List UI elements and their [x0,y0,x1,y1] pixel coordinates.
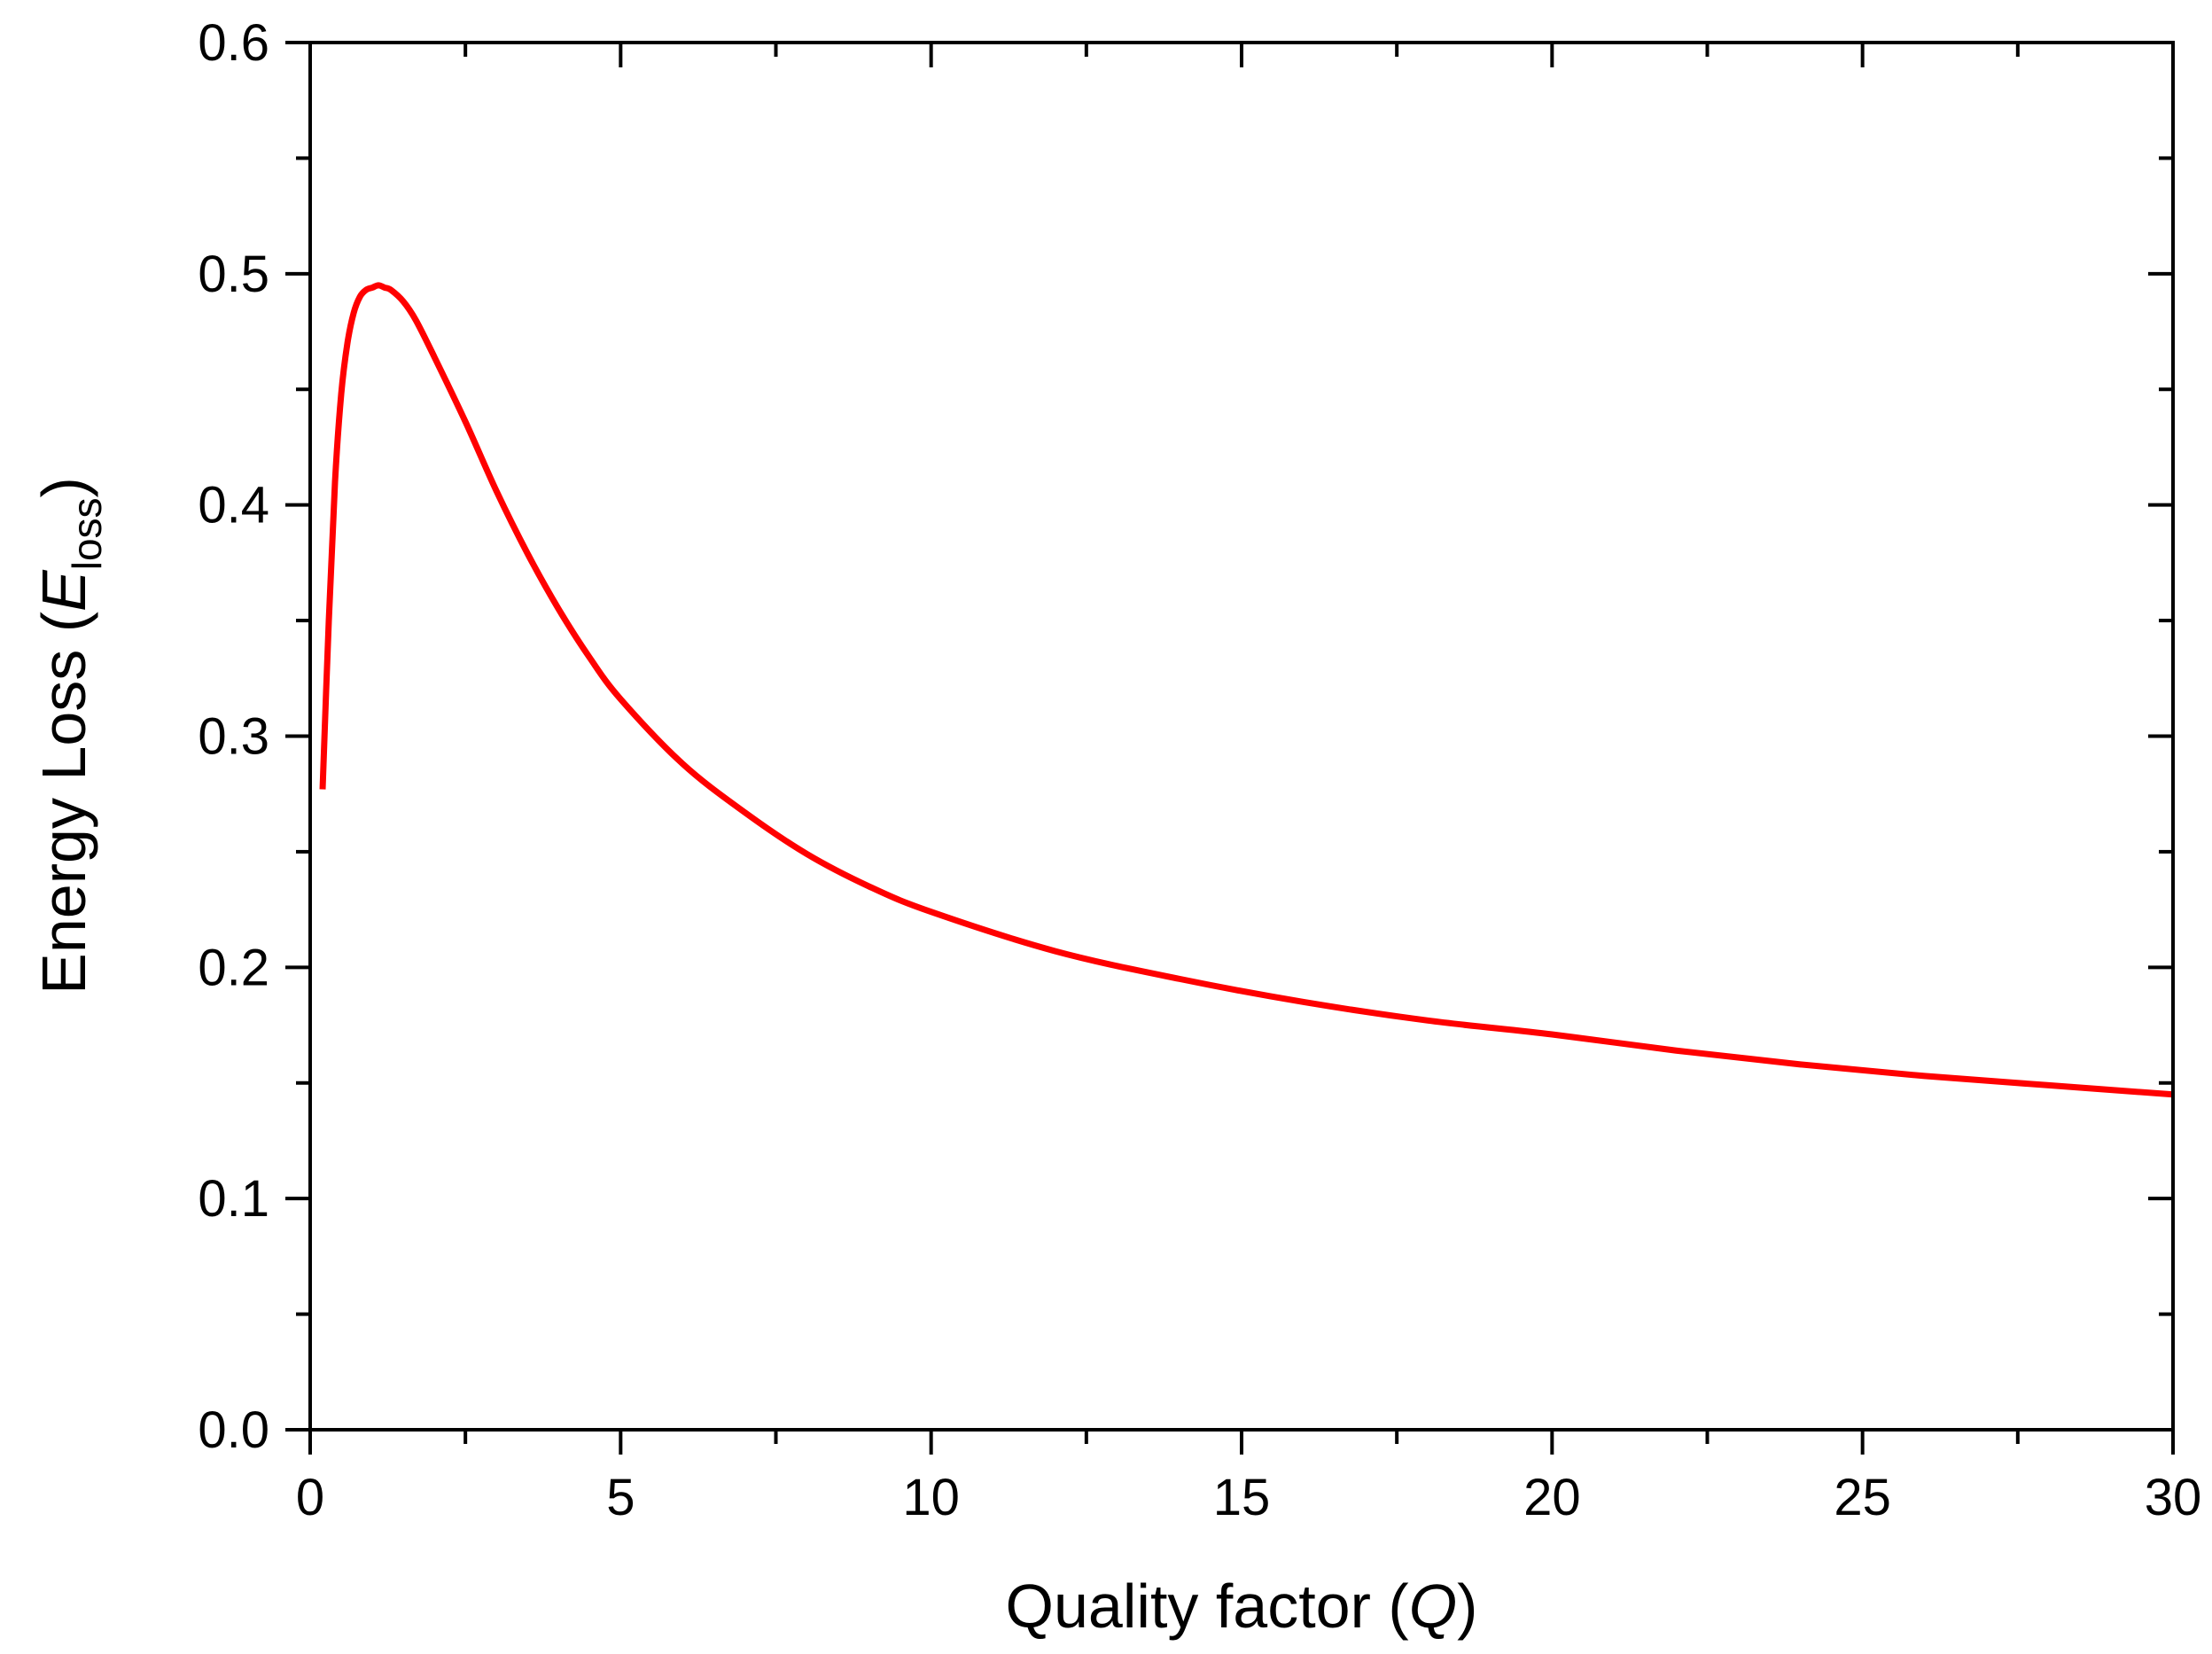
x-tick-label: 30 [2145,1469,2202,1526]
y-tick-label: 0.2 [198,939,269,996]
series-line [319,282,2174,1098]
y-axis-title: Energy Loss (Eloss) [29,477,110,995]
plot-frame [308,41,2175,1432]
y-tick-label: 0.5 [198,246,269,303]
x-tick-label: 10 [902,1469,960,1526]
y-tick-label: 0.4 [198,477,269,534]
y-tick-label: 0.3 [198,708,269,766]
tick-labels: 0 5 10 15 20 25 30 0.0 0.1 0.2 0.3 0.4 0.5 0.6 [198,14,2201,1526]
series-group [319,282,2174,1098]
x-tick-label: 15 [1213,1469,1271,1526]
x-tick-label: 5 [606,1469,635,1526]
y-tick-label: 0.0 [198,1401,269,1459]
y-axis-title-part-1: Energy Loss ( [29,612,98,995]
x-axis-title-part-1: Quality factor ( [1006,1572,1409,1641]
y-axis-title-part-3: loss [64,497,110,570]
y-tick-label: 0.1 [198,1170,269,1228]
y-tick-label: 0.6 [198,14,269,72]
axis-ticks [285,41,2175,1455]
y-axis-title-part-2: E [29,569,98,612]
x-axis-title-part-3: ) [1457,1572,1477,1641]
x-tick-label: 20 [1523,1469,1581,1526]
x-tick-label: 0 [296,1469,324,1526]
x-axis-title-part-2: Q [1409,1572,1457,1641]
x-axis-title: Quality factor (Q) [1006,1572,1478,1641]
y-axis-title-part-4: ) [29,477,98,497]
x-tick-label: 25 [1834,1469,1891,1526]
